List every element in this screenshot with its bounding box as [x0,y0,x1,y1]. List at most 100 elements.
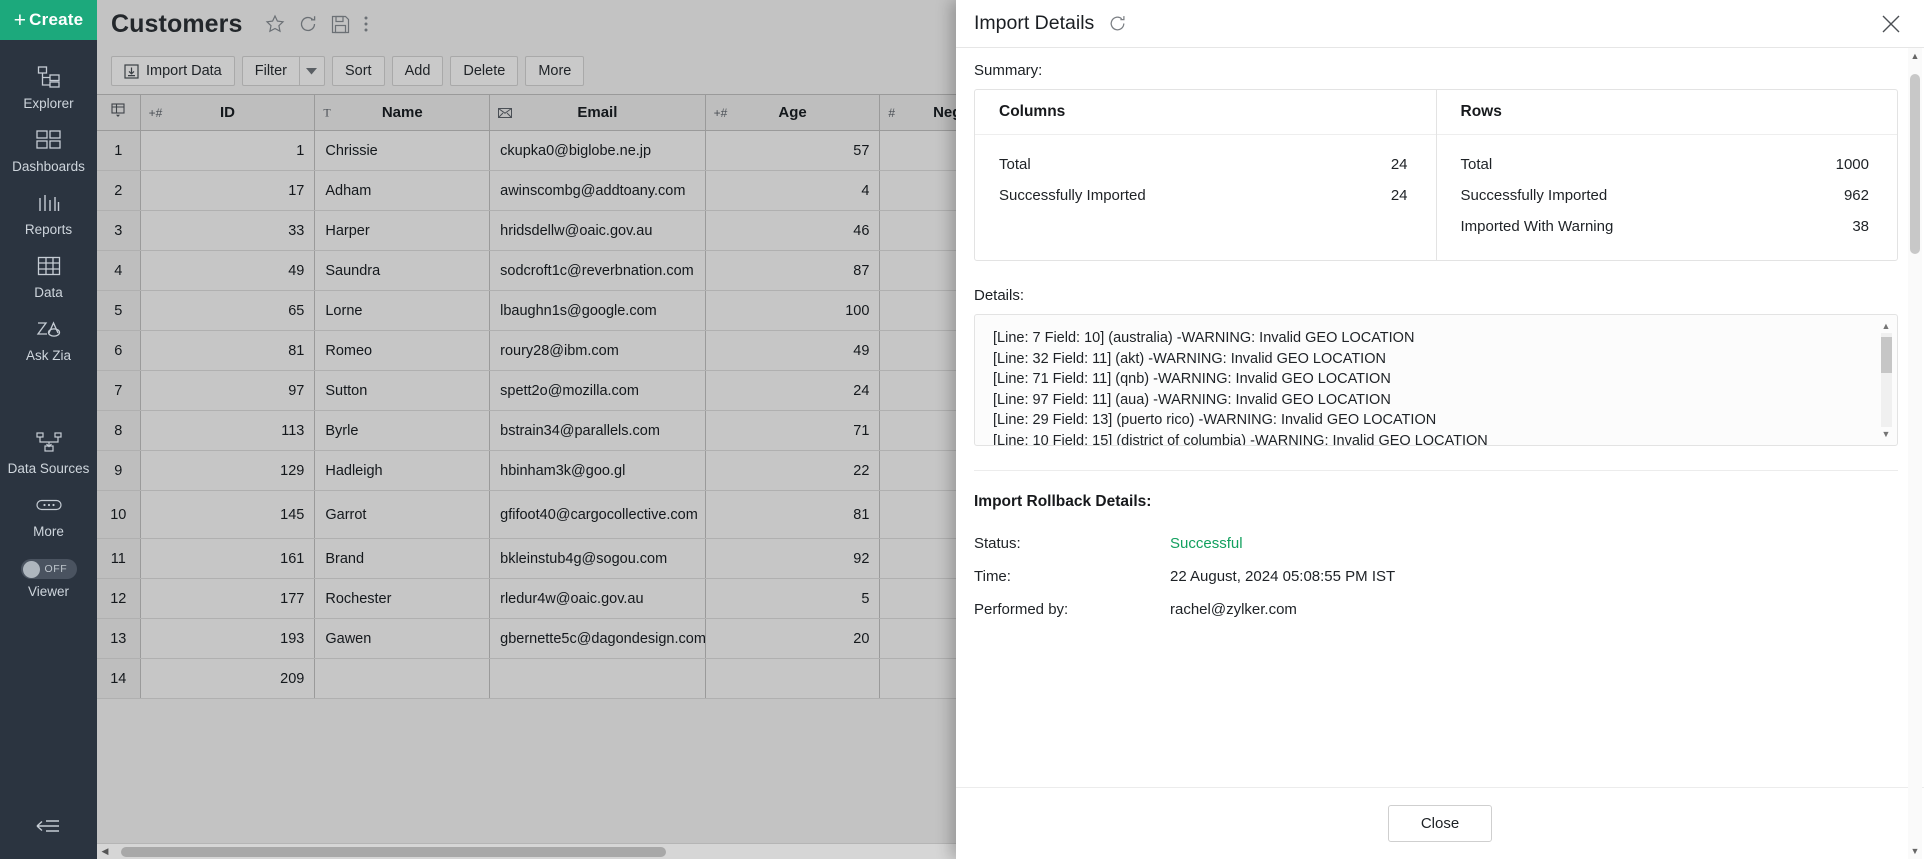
cell-age[interactable]: 81 [705,490,881,539]
cell-age[interactable]: 5 [705,578,881,619]
filter-button[interactable]: Filter [241,56,299,86]
cell-email[interactable]: bkleinstub4g@sogou.com [489,538,706,579]
cell-age[interactable]: 22 [705,450,881,491]
import-data-button[interactable]: Import Data [111,56,235,86]
row-number[interactable]: 11 [97,538,141,579]
cell-age[interactable]: 46 [705,210,881,251]
details-scrollbar-thumb[interactable] [1880,337,1892,373]
cell-age[interactable]: 24 [705,370,881,411]
cell-age[interactable] [705,658,881,699]
details-scrollbar-track[interactable] [1880,333,1892,427]
cell-id[interactable]: 161 [140,538,316,579]
cell-name[interactable]: Sutton [314,370,491,411]
row-number[interactable]: 3 [97,210,141,251]
column-header-id[interactable]: +# ID [140,94,316,131]
cell-name[interactable]: Chrissie [314,130,491,171]
scroll-up-arrow[interactable]: ▲ [1910,51,1920,61]
filter-dropdown-button[interactable] [298,56,325,86]
cell-email[interactable]: hridsdellw@oaic.gov.au [489,210,706,251]
row-number[interactable]: 2 [97,170,141,211]
row-number[interactable]: 7 [97,370,141,411]
cell-email[interactable]: awinscombg@addtoany.com [489,170,706,211]
column-header-email[interactable]: Email [489,94,706,131]
cell-id[interactable]: 209 [140,658,316,699]
details-log-box[interactable]: [Line: 7 Field: 10] (australia) -WARNING… [974,314,1898,446]
sidebar-item-dashboards[interactable]: Dashboards [0,117,97,180]
cell-id[interactable]: 113 [140,410,316,451]
column-header-age[interactable]: +# Age [705,94,881,131]
cell-age[interactable]: 57 [705,130,881,171]
row-number[interactable]: 4 [97,250,141,291]
sidebar-item-data[interactable]: Data [0,243,97,306]
cell-id[interactable]: 145 [140,490,316,539]
row-number[interactable]: 10 [97,490,141,539]
cell-email[interactable]: gbernette5c@dagondesign.com [489,618,706,659]
scroll-down-arrow[interactable]: ▼ [1910,846,1920,856]
create-button[interactable]: + Create [0,0,97,40]
scroll-down-arrow[interactable]: ▼ [1881,429,1891,439]
row-number[interactable]: 14 [97,658,141,699]
cell-id[interactable]: 33 [140,210,316,251]
cell-email[interactable]: hbinham3k@goo.gl [489,450,706,491]
cell-name[interactable]: Harper [314,210,491,251]
row-number[interactable]: 1 [97,130,141,171]
cell-id[interactable]: 49 [140,250,316,291]
close-button[interactable]: Close [1387,805,1493,842]
panel-scrollbar-thumb[interactable] [1910,74,1920,254]
viewer-toggle[interactable]: OFF [20,559,77,579]
row-number[interactable]: 9 [97,450,141,491]
sidebar-item-data-sources[interactable]: Data Sources [0,419,97,482]
star-icon[interactable] [265,14,285,34]
select-all-header[interactable] [97,94,141,131]
cell-email[interactable]: gfifoot40@cargocollective.com [489,490,706,539]
cell-email[interactable]: bstrain34@parallels.com [489,410,706,451]
cell-name[interactable]: Byrle [314,410,491,451]
cell-name[interactable]: Romeo [314,330,491,371]
cell-name[interactable]: Garrot [314,490,491,539]
column-header-name[interactable]: T Name [314,94,491,131]
cell-id[interactable]: 129 [140,450,316,491]
cell-name[interactable]: Lorne [314,290,491,331]
row-number[interactable]: 8 [97,410,141,451]
cell-email[interactable]: roury28@ibm.com [489,330,706,371]
scroll-left-arrow[interactable]: ◀ [101,846,109,856]
save-icon[interactable] [331,15,350,34]
cell-id[interactable]: 17 [140,170,316,211]
cell-age[interactable]: 100 [705,290,881,331]
cell-age[interactable]: 20 [705,618,881,659]
refresh-icon[interactable] [1108,14,1127,33]
kebab-menu-icon[interactable] [363,14,369,34]
cell-name[interactable]: Rochester [314,578,491,619]
delete-button[interactable]: Delete [450,56,519,86]
cell-id[interactable]: 177 [140,578,316,619]
cell-name[interactable]: Gawen [314,618,491,659]
cell-age[interactable]: 4 [705,170,881,211]
cell-email[interactable]: sodcroft1c@reverbnation.com [489,250,706,291]
row-number[interactable]: 12 [97,578,141,619]
cell-age[interactable]: 87 [705,250,881,291]
row-number[interactable]: 13 [97,618,141,659]
cell-name[interactable]: Adham [314,170,491,211]
cell-email[interactable]: ckupka0@biglobe.ne.jp [489,130,706,171]
cell-name[interactable]: Hadleigh [314,450,491,491]
viewer-toggle-group[interactable]: OFF Viewer [0,545,97,605]
cell-age[interactable]: 92 [705,538,881,579]
cell-name[interactable] [314,658,491,699]
cell-name[interactable]: Brand [314,538,491,579]
row-number[interactable]: 6 [97,330,141,371]
cell-name[interactable]: Saundra [314,250,491,291]
cell-id[interactable]: 1 [140,130,316,171]
cell-id[interactable]: 193 [140,618,316,659]
panel-vertical-scrollbar[interactable]: ▲ ▼ [1908,48,1922,859]
cell-email[interactable]: lbaughn1s@google.com [489,290,706,331]
panel-scrollbar-track[interactable] [1910,64,1920,843]
refresh-icon[interactable] [298,14,318,34]
scroll-up-arrow[interactable]: ▲ [1881,321,1891,331]
sidebar-item-more[interactable]: More [0,482,97,545]
scrollbar-thumb[interactable] [121,846,666,857]
scrollbar-track[interactable] [113,846,1924,858]
details-scrollbar[interactable]: ▲ ▼ [1880,321,1892,439]
sidebar-item-ask-zia[interactable]: Ask Zia [0,306,97,369]
collapse-sidebar-button[interactable] [0,803,97,859]
row-number[interactable]: 5 [97,290,141,331]
